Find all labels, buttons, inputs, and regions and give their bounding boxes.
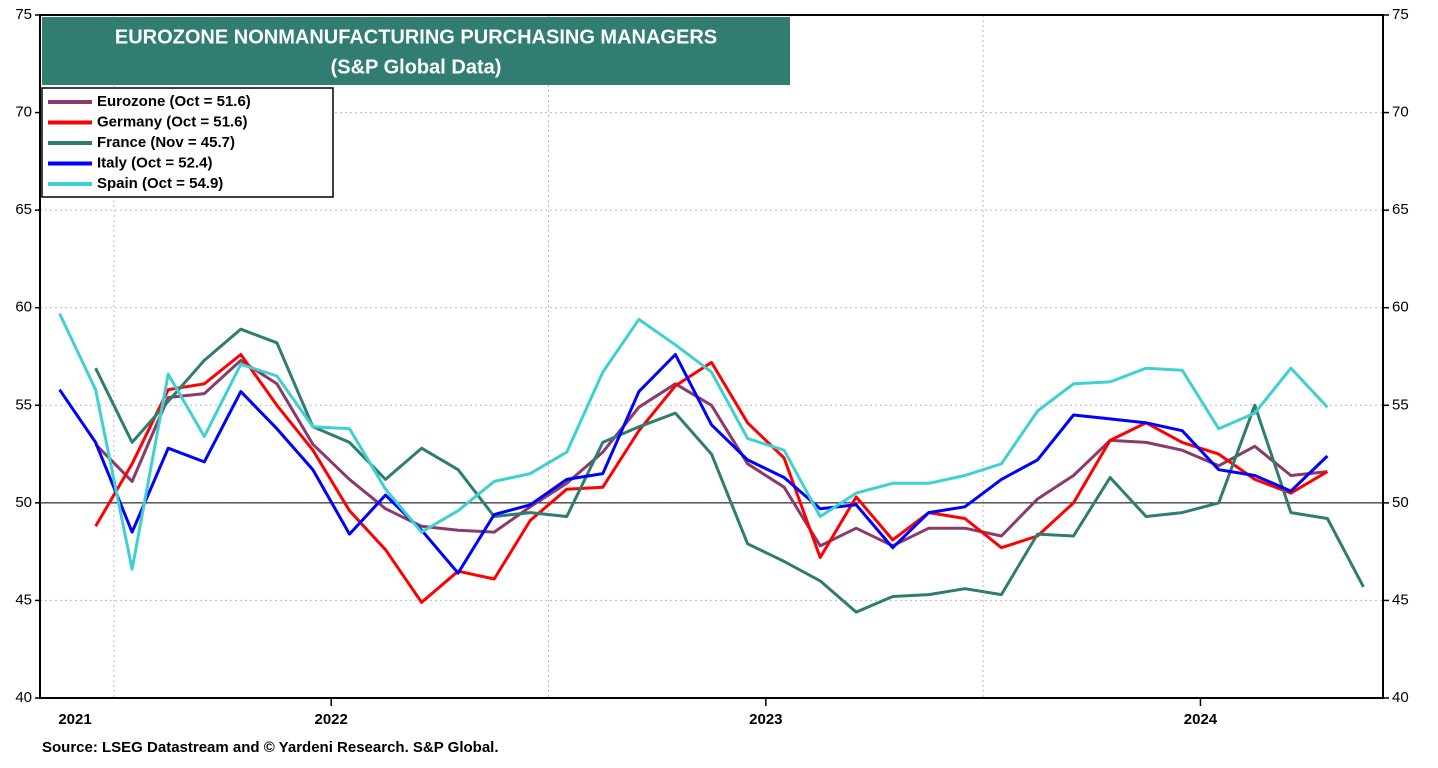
y2-tick-label: 60 <box>1392 299 1409 316</box>
y-tick-label: 60 <box>15 299 32 316</box>
plot-frame <box>39 14 1384 699</box>
x-tick-label: 2022 <box>315 711 348 728</box>
legend-label: France (Nov = 45.7) <box>97 134 235 151</box>
grid: 40 40 45 45 50 50 55 55 60 60 65 65 70 70 75 75 2021 2022… <box>15 6 1408 728</box>
y-tick-label: 75 <box>15 6 32 23</box>
x-tick-label: 2021 <box>58 711 91 728</box>
legend-label: Germany (Oct = 51.6) <box>97 113 247 130</box>
y2-tick-label: 65 <box>1392 201 1409 218</box>
y-tick-label: 50 <box>15 494 32 511</box>
source-note: Source: LSEG Datastream and © Yardeni Re… <box>42 739 499 756</box>
series-line <box>94 353 1329 604</box>
y-tick-label: 65 <box>15 201 32 218</box>
legend-label: Italy (Oct = 52.4) <box>97 154 212 171</box>
lines <box>58 312 1365 614</box>
y2-tick-label: 70 <box>1392 104 1409 121</box>
y2-tick-label: 55 <box>1392 396 1409 413</box>
y2-tick-label: 50 <box>1392 494 1409 511</box>
series-line <box>94 358 1328 548</box>
series-line <box>94 327 1365 614</box>
chart-title: EUROZONE NONMANUFACTURING PURCHASING MAN… <box>115 26 717 48</box>
y-tick-label: 70 <box>15 104 32 121</box>
y2-tick-label: 45 <box>1392 591 1409 608</box>
x-tick-label: 2024 <box>1184 711 1218 728</box>
y2-tick-label: 40 <box>1392 689 1409 706</box>
y-tick-label: 40 <box>15 689 32 706</box>
legend-label: Spain (Oct = 54.9) <box>97 175 223 192</box>
y-tick-label: 55 <box>15 396 32 413</box>
y-tick-label: 45 <box>15 591 32 608</box>
title-box <box>42 17 790 85</box>
x-tick-label: 2023 <box>749 711 782 728</box>
legend-label: Eurozone (Oct = 51.6) <box>97 93 251 110</box>
series-line <box>58 312 1329 571</box>
series-line <box>58 353 1329 575</box>
y2-tick-label: 75 <box>1392 6 1409 23</box>
chart-subtitle: (S&P Global Data) <box>331 56 502 78</box>
legend: Eurozone (Oct = 51.6) Germany (Oct = 51.6… <box>48 93 251 192</box>
